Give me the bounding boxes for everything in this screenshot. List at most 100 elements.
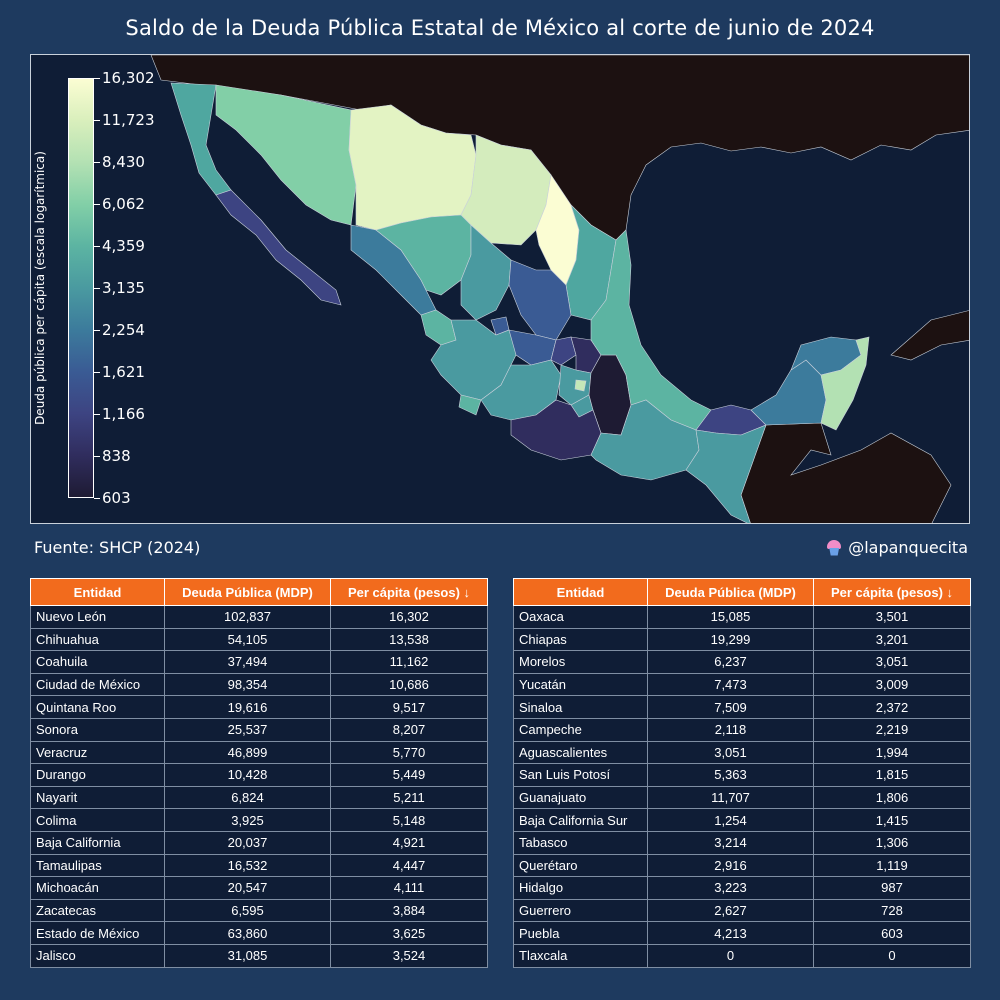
cuba-landmass (890, 310, 969, 361)
legend-tick-label: 6,062 (102, 195, 145, 213)
debt-table-right: Entidad Deuda Pública (MDP) Per cápita (… (513, 578, 971, 968)
cell-deuda: 16,532 (164, 853, 331, 878)
table-row: Nayarit 6,824 5,211 (30, 785, 488, 810)
state-queretaro (550, 336, 577, 366)
table-row: Guerrero 2,627 728 (513, 898, 971, 923)
table-row: Tlaxcala 0 0 (513, 943, 971, 968)
cell-per-capita: 9,517 (330, 695, 488, 719)
cell-per-capita: 1,806 (813, 785, 971, 810)
table-row: Estado de México 63,860 3,625 (30, 921, 488, 945)
page-title: Saldo de la Deuda Pública Estatal de Méx… (125, 16, 875, 40)
state-coahuila (460, 134, 552, 246)
table-row: Querétaro 2,916 1,119 (513, 853, 971, 878)
cell-entidad: Durango (30, 763, 165, 787)
table-header-row: Entidad Deuda Pública (MDP) Per cápita (… (30, 578, 488, 606)
cell-entidad: Oaxaca (513, 605, 648, 629)
cell-entidad: Veracruz (30, 740, 165, 765)
column-header-deuda[interactable]: Deuda Pública (MDP) (164, 578, 331, 606)
state-campeche (750, 359, 827, 426)
legend-colorbar (68, 78, 94, 498)
cell-entidad: Colima (30, 808, 165, 832)
legend-axis-label-text: Deuda pública per cápita (escala logarít… (33, 151, 47, 425)
cell-entidad: Coahuila (30, 650, 165, 674)
legend-tick-label: 1,166 (102, 405, 145, 423)
cell-per-capita: 10,686 (330, 672, 488, 697)
table-row: Guanajuato 11,707 1,806 (513, 785, 971, 810)
legend-ticks: 16,302 11,723 8,430 6,062 4,359 3,135 2,… (94, 69, 174, 507)
cell-per-capita: 11,162 (330, 650, 488, 674)
cell-deuda: 2,916 (647, 853, 814, 878)
table-row: Nuevo León 102,837 16,302 (30, 605, 488, 629)
cell-per-capita: 16,302 (330, 605, 488, 629)
cell-deuda: 2,118 (647, 717, 814, 742)
choropleth-map (30, 54, 970, 524)
table-row: Puebla 4,213 603 (513, 921, 971, 945)
table-row: Hidalgo 3,223 987 (513, 876, 971, 900)
cell-per-capita: 3,524 (330, 943, 488, 968)
table-row: Colima 3,925 5,148 (30, 808, 488, 832)
cell-entidad: Chihuahua (30, 627, 165, 652)
cell-per-capita: 1,415 (813, 808, 971, 832)
table-body: Oaxaca 15,085 3,501 Chiapas 19,299 3,201 Morel… (513, 605, 971, 968)
cell-per-capita: 3,201 (813, 627, 971, 652)
author-handle-text: @lapanquecita (848, 538, 968, 557)
cell-deuda: 31,085 (164, 943, 331, 968)
cell-entidad: Hidalgo (513, 876, 648, 900)
cell-deuda: 20,037 (164, 830, 331, 855)
cell-deuda: 7,473 (647, 672, 814, 697)
cell-deuda: 19,299 (647, 627, 814, 652)
cell-deuda: 63,860 (164, 921, 331, 945)
table-row: Sonora 25,537 8,207 (30, 717, 488, 742)
state-zacatecas (460, 224, 512, 321)
table-row: Chiapas 19,299 3,201 (513, 627, 971, 652)
cell-deuda: 98,354 (164, 672, 331, 697)
cell-deuda: 46,899 (164, 740, 331, 765)
legend-tick-label: 11,723 (102, 111, 155, 129)
cell-deuda: 0 (647, 943, 814, 968)
state-baja-california-sur (215, 189, 342, 306)
table-row: Durango 10,428 5,449 (30, 763, 488, 787)
cell-entidad: Aguascalientes (513, 740, 648, 765)
cell-per-capita: 4,447 (330, 853, 488, 878)
cell-entidad: Sinaloa (513, 695, 648, 719)
table-row: Michoacán 20,547 4,111 (30, 876, 488, 900)
cell-deuda: 3,214 (647, 830, 814, 855)
cell-per-capita: 5,148 (330, 808, 488, 832)
table-row: Oaxaca 15,085 3,501 (513, 605, 971, 629)
cell-entidad: Nuevo León (30, 605, 165, 629)
table-row: Jalisco 31,085 3,524 (30, 943, 488, 968)
cell-entidad: Estado de México (30, 921, 165, 945)
table-row: Campeche 2,118 2,219 (513, 717, 971, 742)
cell-deuda: 2,627 (647, 898, 814, 923)
cell-per-capita: 5,449 (330, 763, 488, 787)
column-header-deuda[interactable]: Deuda Pública (MDP) (647, 578, 814, 606)
cell-per-capita: 3,009 (813, 672, 971, 697)
column-header-per-capita[interactable]: Per cápita (pesos) ↓ (813, 578, 971, 606)
table-row: Quintana Roo 19,616 9,517 (30, 695, 488, 719)
column-header-per-capita[interactable]: Per cápita (pesos) ↓ (330, 578, 488, 606)
table-row: Sinaloa 7,509 2,372 (513, 695, 971, 719)
cell-deuda: 10,428 (164, 763, 331, 787)
legend-tick-label: 16,302 (102, 69, 155, 87)
table-row: Tamaulipas 16,532 4,447 (30, 853, 488, 878)
column-header-entidad[interactable]: Entidad (513, 578, 648, 606)
cell-per-capita: 3,625 (330, 921, 488, 945)
cell-per-capita: 1,815 (813, 763, 971, 787)
cell-per-capita: 1,119 (813, 853, 971, 878)
cell-per-capita: 987 (813, 876, 971, 900)
table-header-row: Entidad Deuda Pública (MDP) Per cápita (… (513, 578, 971, 606)
cell-deuda: 3,223 (647, 876, 814, 900)
cell-entidad: Michoacán (30, 876, 165, 900)
cell-entidad: Tlaxcala (513, 943, 648, 968)
cell-deuda: 1,254 (647, 808, 814, 832)
table-row: Yucatán 7,473 3,009 (513, 672, 971, 697)
debt-table-left: Entidad Deuda Pública (MDP) Per cápita (… (30, 578, 488, 968)
cell-entidad: Puebla (513, 921, 648, 945)
cell-per-capita: 2,219 (813, 717, 971, 742)
cell-entidad: Tabasco (513, 830, 648, 855)
cell-entidad: Ciudad de México (30, 672, 165, 697)
cell-deuda: 6,237 (647, 650, 814, 674)
cell-deuda: 19,616 (164, 695, 331, 719)
column-header-entidad[interactable]: Entidad (30, 578, 165, 606)
table-row: Veracruz 46,899 5,770 (30, 740, 488, 765)
